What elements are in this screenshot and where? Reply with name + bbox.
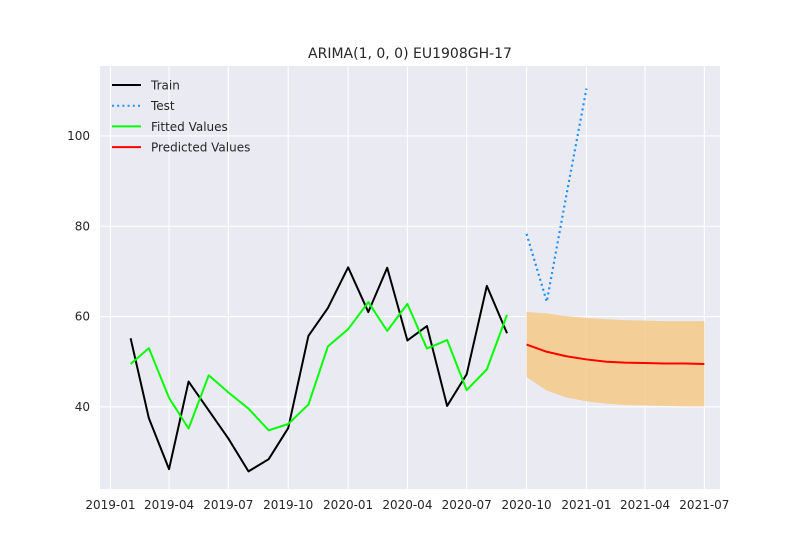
y-tick-label: 100: [67, 129, 90, 143]
x-tick-label: 2020-04: [382, 498, 432, 512]
confidence-band: [526, 312, 705, 407]
series-lines: [129, 88, 705, 473]
x-tick-label: 2020-07: [442, 498, 492, 512]
y-tick-label: 60: [75, 310, 90, 324]
grid: [100, 66, 720, 489]
x-tick-label: 2019-10: [263, 498, 313, 512]
legend-label: Fitted Values: [151, 120, 228, 134]
x-tick-label: 2021-04: [620, 498, 670, 512]
x-tick-label: 2019-07: [203, 498, 253, 512]
fitted-values-line: [129, 301, 508, 432]
legend-label: Train: [150, 79, 180, 93]
chart-title: ARIMA(1, 0, 0) EU1908GH-17: [308, 46, 512, 62]
y-tick-label: 80: [75, 219, 90, 233]
legend-label: Predicted Values: [151, 141, 250, 155]
x-tick-label: 2019-04: [144, 498, 194, 512]
legend: Train Test Fitted Values Predicted Values: [112, 79, 250, 155]
tick-labels: 2019-01 2019-04 2019-07 2019-10 2020-01 2020-…: [67, 129, 729, 512]
confidence-band-area: [526, 312, 705, 407]
x-tick-label: 2021-01: [561, 498, 611, 512]
x-tick-label: 2021-07: [679, 498, 729, 512]
y-tick-label: 40: [75, 400, 90, 414]
predicted-values-line: [526, 343, 705, 365]
x-tick-label: 2020-10: [502, 498, 552, 512]
legend-label: Test: [150, 99, 175, 113]
train-line: [129, 266, 508, 473]
x-tick-label: 2019-01: [85, 498, 135, 512]
x-tick-label: 2020-01: [323, 498, 373, 512]
